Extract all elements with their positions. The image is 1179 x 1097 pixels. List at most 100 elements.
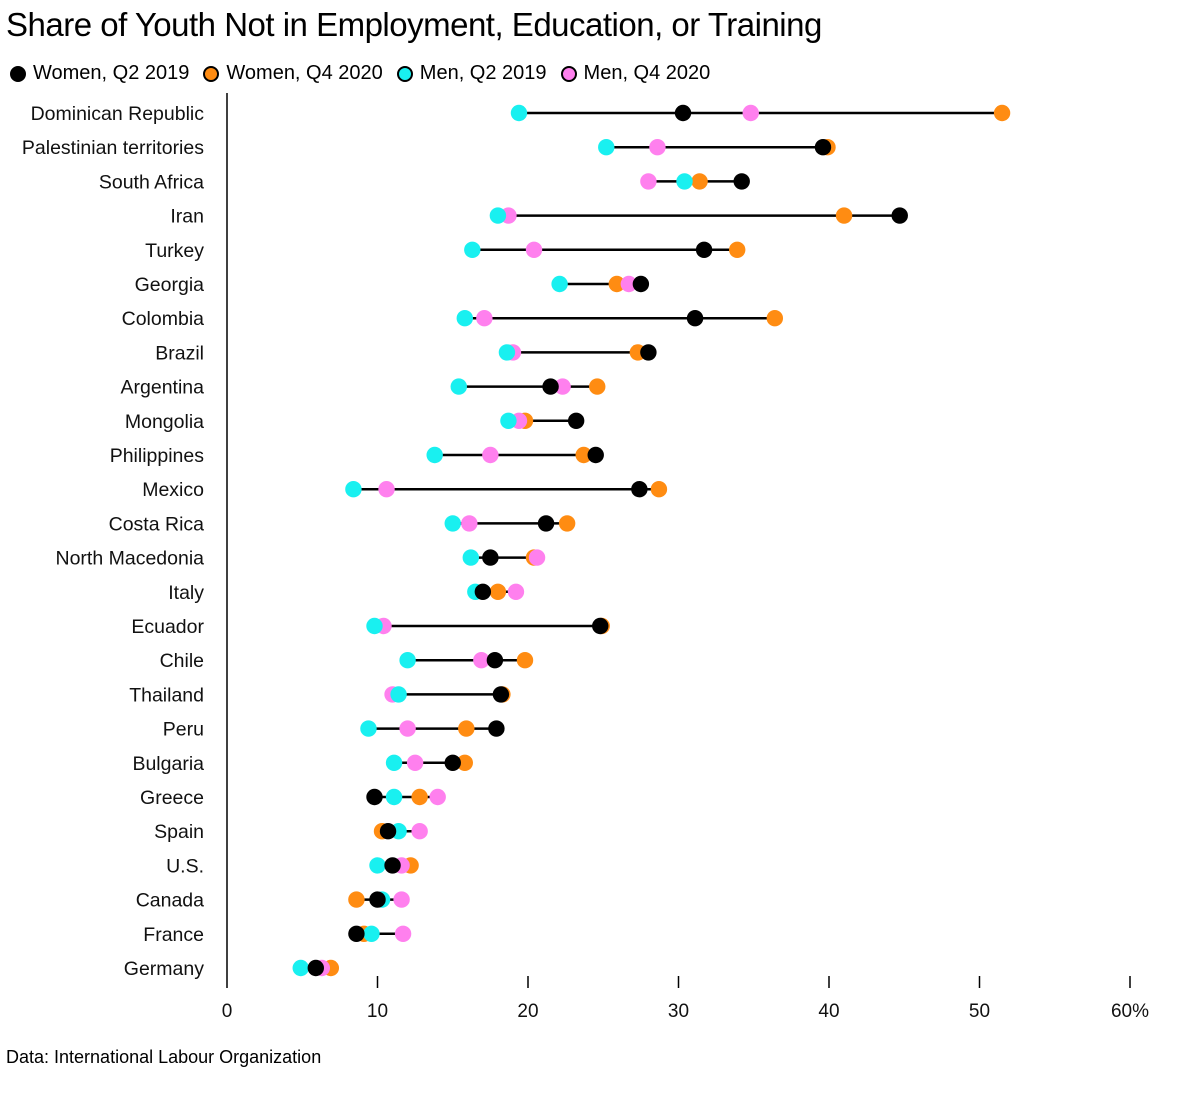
- dot-men-q2-2019-palestinian-territories: [598, 139, 615, 156]
- dot-women-q4-2020-georgia: [608, 275, 625, 293]
- dot-men-q2-2019-colombia: [456, 310, 473, 327]
- dot-men-q4-2020-palestinian-territories: [649, 139, 666, 156]
- dot-men-q4-2020-colombia: [476, 310, 493, 327]
- x-tick-label-50: 50: [969, 1001, 990, 1022]
- dot-men-q4-2020-chile: [473, 652, 490, 669]
- dot-men-q4-2020-italy: [507, 583, 525, 600]
- dot-men-q4-2020-canada: [393, 891, 410, 908]
- row-label-italy: Italy: [168, 582, 204, 604]
- dot-men-q2-2019-georgia: [551, 275, 568, 293]
- dot-men-q4-2020-costa-rica: [461, 515, 478, 532]
- x-tick-label-40: 40: [818, 1001, 839, 1022]
- dot-women-q2-2019-germany: [307, 959, 324, 977]
- dot-women-q2-2019-thailand: [492, 686, 510, 703]
- x-tick-label-20: 20: [517, 1001, 538, 1022]
- dot-women-q4-2020-philippines: [575, 446, 592, 464]
- dot-women-q4-2020-south-africa: [691, 173, 708, 190]
- dot-men-q2-2019-costa-rica: [444, 515, 461, 532]
- dot-women-q2-2019-canada: [369, 891, 386, 908]
- dot-men-q4-2020-greece: [429, 788, 446, 806]
- dot-men-q4-2020-bulgaria: [406, 754, 424, 771]
- dot-women-q2-2019-chile: [486, 652, 504, 669]
- row-label-chile: Chile: [160, 650, 204, 672]
- dot-men-q2-2019-ecuador: [366, 617, 383, 635]
- dot-men-q2-2019-dominican-republic: [510, 104, 528, 122]
- row-label-bulgaria: Bulgaria: [132, 753, 204, 775]
- dot-men-q2-2019-mexico: [345, 481, 362, 498]
- x-tick-label-30: 30: [668, 1001, 689, 1022]
- legend: Women, Q2 2019 Women, Q4 2020 Men, Q2 20…: [10, 62, 724, 85]
- dot-women-q4-2020-peru: [458, 720, 475, 737]
- dot-men-q2-2019-south-africa: [676, 173, 693, 190]
- dot-men-q2-2019-peru: [360, 720, 377, 737]
- dot-men-q4-2020-spain: [411, 823, 428, 840]
- legend-marker-women-q4-2020: [203, 65, 220, 82]
- legend-label-men-q4-2020: Men, Q4 2020: [583, 62, 711, 84]
- row-label-u-s: U.S.: [166, 855, 204, 877]
- dot-women-q2-2019-argentina: [542, 378, 559, 395]
- dot-men-q2-2019-u-s: [369, 857, 386, 874]
- dot-men-q2-2019-bulgaria: [385, 754, 403, 771]
- dot-men-q4-2020-dominican-republic: [742, 104, 759, 122]
- dot-women-q2-2019-georgia: [632, 275, 650, 293]
- dot-men-q4-2020-georgia: [620, 275, 638, 293]
- x-tick-label-60: 60%: [1111, 1001, 1149, 1022]
- row-label-turkey: Turkey: [145, 240, 204, 262]
- row-label-greece: Greece: [140, 787, 204, 809]
- dot-men-q2-2019-turkey: [464, 241, 481, 258]
- x-tick-label-0: 0: [222, 1001, 233, 1022]
- dot-women-q2-2019-spain: [379, 823, 397, 840]
- row-label-thailand: Thailand: [129, 684, 204, 706]
- row-label-north-macedonia: North Macedonia: [56, 548, 205, 570]
- dot-women-q2-2019-north-macedonia: [482, 549, 499, 566]
- dot-men-q2-2019-chile: [399, 652, 416, 669]
- dot-men-q4-2020-south-africa: [640, 173, 657, 190]
- dot-women-q2-2019-iran: [891, 207, 908, 224]
- chart-title: Share of Youth Not in Employment, Educat…: [6, 6, 822, 43]
- dot-men-q4-2020-north-macedonia: [528, 549, 546, 566]
- dot-women-q2-2019-mexico: [631, 481, 648, 498]
- legend-label-men-q2-2019: Men, Q2 2019: [419, 62, 547, 84]
- dot-men-q2-2019-mongolia: [500, 412, 517, 429]
- dot-women-q2-2019-italy: [474, 583, 492, 600]
- legend-item-women-q2-2019: Women, Q2 2019: [10, 62, 189, 85]
- dot-men-q2-2019-france: [363, 925, 380, 942]
- dot-women-q4-2020-argentina: [589, 378, 606, 395]
- row-label-costa-rica: Costa Rica: [109, 513, 205, 535]
- dot-women-q2-2019-turkey: [695, 241, 713, 258]
- legend-item-men-q4-2020: Men, Q4 2020: [560, 62, 711, 85]
- dot-men-q2-2019-iran: [489, 207, 507, 224]
- row-label-mongolia: Mongolia: [125, 411, 204, 433]
- x-tick-label-10: 10: [367, 1001, 388, 1022]
- row-label-south-africa: South Africa: [99, 171, 204, 193]
- dot-women-q2-2019-peru: [488, 720, 505, 737]
- dot-men-q2-2019-philippines: [426, 446, 443, 464]
- row-label-brazil: Brazil: [155, 342, 204, 364]
- dot-men-q2-2019-greece: [385, 788, 403, 806]
- dot-women-q4-2020-colombia: [766, 310, 784, 327]
- dot-women-q2-2019-colombia: [686, 310, 704, 327]
- dot-women-q4-2020-greece: [411, 788, 428, 806]
- legend-label-women-q4-2020: Women, Q4 2020: [226, 62, 383, 84]
- dot-men-q2-2019-germany: [292, 959, 309, 977]
- dot-women-q2-2019-dominican-republic: [674, 104, 692, 122]
- dot-women-q4-2020-costa-rica: [558, 515, 576, 532]
- dot-women-q2-2019-bulgaria: [444, 754, 461, 771]
- dot-women-q4-2020-canada: [348, 891, 365, 908]
- legend-label-women-q2-2019: Women, Q2 2019: [33, 62, 190, 84]
- legend-item-men-q2-2019: Men, Q2 2019: [396, 62, 547, 85]
- legend-marker-men-q4-2020: [560, 65, 577, 82]
- row-label-dominican-republic: Dominican Republic: [31, 103, 205, 125]
- legend-item-women-q4-2020: Women, Q4 2020: [203, 62, 383, 85]
- row-label-peru: Peru: [163, 719, 204, 741]
- row-label-mexico: Mexico: [142, 479, 204, 501]
- dot-women-q4-2020-chile: [516, 652, 534, 669]
- dot-women-q4-2020-bulgaria: [456, 754, 473, 771]
- dot-men-q2-2019-thailand: [390, 686, 407, 703]
- row-label-argentina: Argentina: [121, 377, 205, 399]
- dot-men-q4-2020-france: [394, 925, 412, 942]
- row-label-iran: Iran: [170, 206, 204, 228]
- dot-men-q2-2019-argentina: [450, 378, 467, 395]
- dot-women-q4-2020-dominican-republic: [993, 104, 1011, 122]
